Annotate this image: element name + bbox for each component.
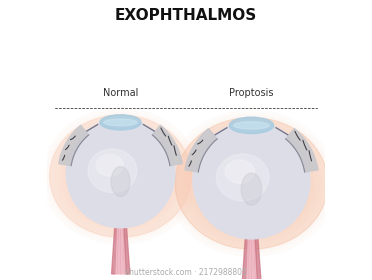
Ellipse shape xyxy=(49,115,192,237)
Polygon shape xyxy=(123,203,130,274)
Polygon shape xyxy=(250,213,254,280)
Ellipse shape xyxy=(175,118,328,249)
Ellipse shape xyxy=(71,133,170,219)
Polygon shape xyxy=(116,203,120,274)
Ellipse shape xyxy=(111,167,130,197)
Polygon shape xyxy=(59,125,89,165)
Ellipse shape xyxy=(92,151,150,201)
Polygon shape xyxy=(254,213,262,280)
Text: EXOPHTHALMOS: EXOPHTHALMOS xyxy=(115,8,257,23)
Text: Proptosis: Proptosis xyxy=(229,88,274,98)
Ellipse shape xyxy=(63,126,178,226)
Ellipse shape xyxy=(170,113,333,254)
Ellipse shape xyxy=(97,156,144,197)
Ellipse shape xyxy=(60,124,181,228)
Ellipse shape xyxy=(203,142,299,225)
Text: Normal: Normal xyxy=(103,88,138,98)
Text: shutterstock.com · 2172988805: shutterstock.com · 2172988805 xyxy=(125,267,247,277)
Ellipse shape xyxy=(229,117,274,134)
Ellipse shape xyxy=(192,132,311,235)
Ellipse shape xyxy=(78,140,163,212)
Polygon shape xyxy=(185,129,217,172)
Ellipse shape xyxy=(115,172,126,181)
Ellipse shape xyxy=(118,174,123,178)
Ellipse shape xyxy=(100,115,141,130)
Ellipse shape xyxy=(215,152,288,215)
Ellipse shape xyxy=(88,149,137,192)
Ellipse shape xyxy=(81,142,160,210)
Ellipse shape xyxy=(234,169,269,198)
Ellipse shape xyxy=(108,165,134,188)
Ellipse shape xyxy=(94,153,147,199)
Polygon shape xyxy=(247,213,251,280)
Ellipse shape xyxy=(44,111,197,242)
Ellipse shape xyxy=(104,119,137,126)
Ellipse shape xyxy=(240,174,263,193)
Ellipse shape xyxy=(201,139,302,227)
Ellipse shape xyxy=(65,129,176,224)
Ellipse shape xyxy=(49,115,192,237)
Ellipse shape xyxy=(226,161,277,205)
Ellipse shape xyxy=(243,176,260,191)
Ellipse shape xyxy=(181,122,322,244)
Ellipse shape xyxy=(84,144,157,208)
Ellipse shape xyxy=(212,149,291,218)
Ellipse shape xyxy=(217,154,269,201)
Ellipse shape xyxy=(229,164,274,203)
Ellipse shape xyxy=(246,178,257,188)
Ellipse shape xyxy=(248,181,254,186)
Ellipse shape xyxy=(68,131,173,221)
Ellipse shape xyxy=(195,135,308,232)
Ellipse shape xyxy=(105,163,136,190)
Ellipse shape xyxy=(225,160,254,183)
Ellipse shape xyxy=(89,149,152,203)
Ellipse shape xyxy=(76,138,165,215)
Ellipse shape xyxy=(73,136,168,217)
Ellipse shape xyxy=(218,154,285,213)
Ellipse shape xyxy=(223,159,280,208)
Polygon shape xyxy=(121,203,126,274)
Polygon shape xyxy=(153,125,182,165)
Ellipse shape xyxy=(234,122,269,129)
Polygon shape xyxy=(286,129,318,172)
Ellipse shape xyxy=(189,130,314,237)
Ellipse shape xyxy=(113,169,128,183)
Ellipse shape xyxy=(209,147,294,220)
Ellipse shape xyxy=(237,171,266,195)
Ellipse shape xyxy=(184,125,319,242)
Ellipse shape xyxy=(47,113,194,239)
Ellipse shape xyxy=(110,167,131,185)
Ellipse shape xyxy=(102,160,139,192)
Ellipse shape xyxy=(58,122,183,230)
Ellipse shape xyxy=(52,117,189,235)
Ellipse shape xyxy=(220,157,283,210)
Ellipse shape xyxy=(55,120,186,233)
Ellipse shape xyxy=(232,166,271,200)
Ellipse shape xyxy=(178,120,325,247)
Ellipse shape xyxy=(86,147,155,206)
Ellipse shape xyxy=(186,127,317,239)
Ellipse shape xyxy=(96,154,123,176)
Ellipse shape xyxy=(241,173,262,205)
Ellipse shape xyxy=(198,137,305,230)
Circle shape xyxy=(66,119,175,228)
Ellipse shape xyxy=(100,158,141,194)
Ellipse shape xyxy=(206,144,297,222)
Polygon shape xyxy=(112,203,119,274)
Polygon shape xyxy=(119,203,122,274)
Ellipse shape xyxy=(172,115,331,252)
Polygon shape xyxy=(252,213,257,280)
Ellipse shape xyxy=(175,118,328,249)
Circle shape xyxy=(193,122,310,239)
Ellipse shape xyxy=(42,108,199,244)
Ellipse shape xyxy=(167,110,336,256)
Polygon shape xyxy=(242,213,250,280)
